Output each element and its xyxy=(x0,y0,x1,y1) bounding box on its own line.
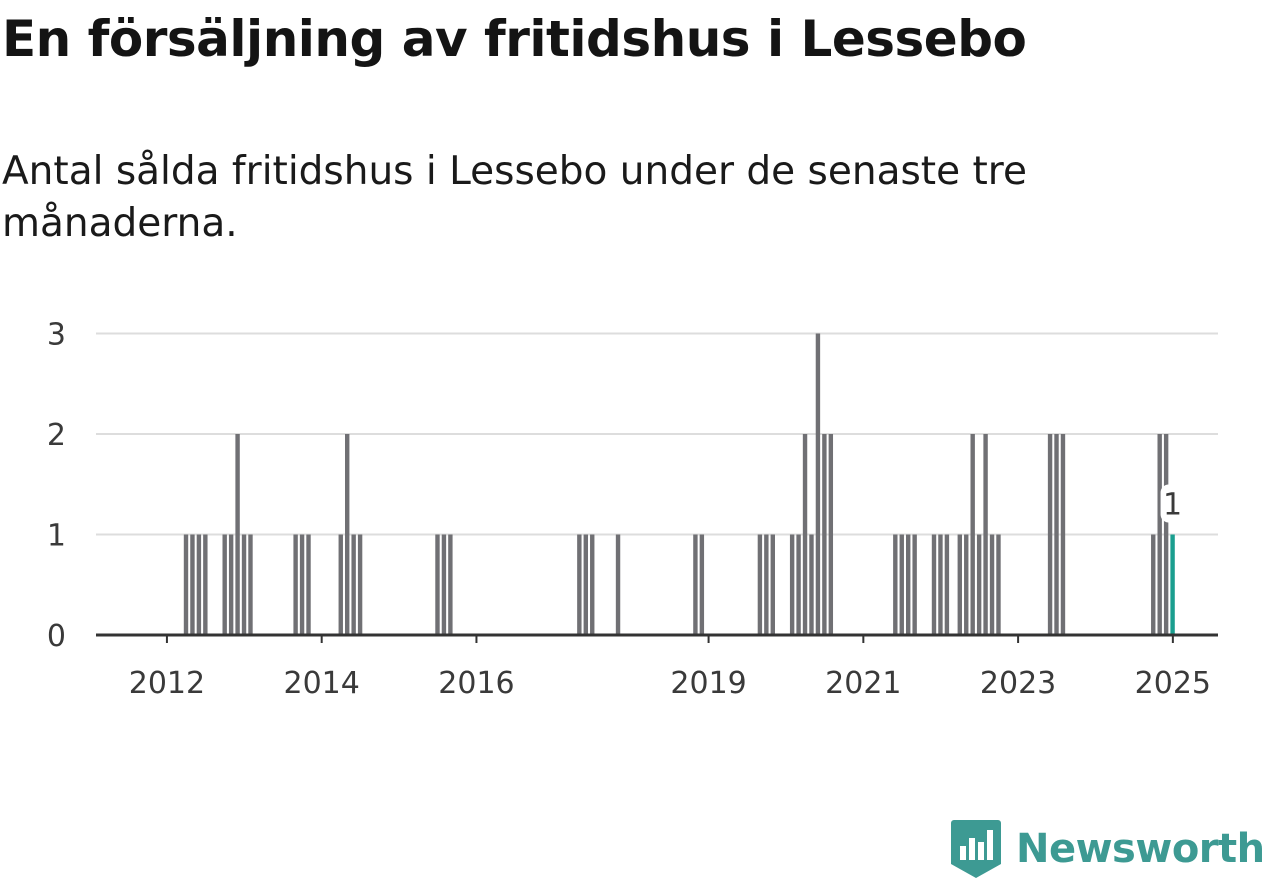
bar xyxy=(583,534,588,635)
bar xyxy=(828,434,834,635)
y-axis-ticks: 0 1 2 3 xyxy=(47,318,66,655)
bar xyxy=(931,534,937,635)
bar xyxy=(802,434,808,635)
bar xyxy=(222,534,227,635)
bar xyxy=(764,534,769,635)
bar xyxy=(822,434,827,635)
x-tick-label: 2012 xyxy=(129,666,205,701)
bar xyxy=(796,534,801,635)
bar xyxy=(1054,434,1059,635)
x-tick-label: 2025 xyxy=(1135,666,1211,701)
bar xyxy=(306,534,311,635)
y-tick-label: 0 xyxy=(47,619,66,654)
x-axis: 2012 2014 2016 2019 2021 2023 2025 xyxy=(96,633,1218,701)
y-tick-label: 3 xyxy=(47,318,66,353)
bar xyxy=(183,534,189,635)
bar xyxy=(976,534,982,635)
highlight-value-label: 1 xyxy=(1163,488,1182,523)
bar xyxy=(299,534,305,635)
gridlines xyxy=(96,332,1218,536)
bar xyxy=(345,434,350,635)
bar xyxy=(809,534,814,635)
bar xyxy=(577,534,582,635)
bar xyxy=(983,434,988,635)
bar xyxy=(615,534,621,635)
y-tick-label: 1 xyxy=(47,519,66,554)
bar xyxy=(235,434,240,635)
bar xyxy=(699,534,705,635)
bar-chart-badge-icon xyxy=(951,820,1001,878)
x-tick-label: 2016 xyxy=(438,666,514,701)
brand-name: Newsworthy xyxy=(1016,826,1262,872)
highlight-bar xyxy=(1170,534,1175,635)
bar xyxy=(241,534,247,635)
annotations: 1 xyxy=(1160,484,1185,523)
bar-chart: 0 1 2 3 2012 2014 2016 2019 2021 2023 2025 1 xyxy=(47,318,1218,701)
bar xyxy=(190,534,195,635)
chart-subtitle: Antal sålda fritidshus i Lessebo under d… xyxy=(2,149,1027,246)
bar xyxy=(996,534,1001,635)
bar xyxy=(938,534,943,635)
bar xyxy=(590,534,595,635)
x-tick-label: 2021 xyxy=(825,666,901,701)
y-tick-label: 2 xyxy=(47,418,66,453)
bar xyxy=(757,534,763,635)
brand-logo: Newsworthy xyxy=(950,818,1262,880)
bar xyxy=(693,534,698,635)
bar xyxy=(957,534,962,635)
bar xyxy=(435,534,440,635)
bar xyxy=(770,534,775,635)
bar xyxy=(944,534,950,635)
chart-title: En försäljning av fritidshus i Lessebo xyxy=(2,10,1027,68)
bar xyxy=(1157,434,1162,635)
x-tick-label: 2023 xyxy=(980,666,1056,701)
bar xyxy=(1047,434,1053,635)
bar xyxy=(196,534,202,635)
bars xyxy=(183,333,1175,635)
bar xyxy=(351,534,356,635)
bar xyxy=(899,534,904,635)
bar xyxy=(338,534,343,635)
bar xyxy=(293,534,298,635)
label-background xyxy=(1160,484,1185,523)
bar xyxy=(248,534,253,635)
bar xyxy=(970,434,975,635)
bar xyxy=(448,534,453,635)
bar xyxy=(964,534,969,635)
bar xyxy=(203,534,208,635)
bar xyxy=(1151,534,1156,635)
bar xyxy=(357,534,363,635)
bar xyxy=(815,333,821,635)
bar xyxy=(893,534,898,635)
bar xyxy=(912,534,917,635)
bar xyxy=(789,534,795,635)
bar xyxy=(1060,434,1066,635)
x-tick-label: 2019 xyxy=(670,666,746,701)
x-tick-label: 2014 xyxy=(284,666,360,701)
bar xyxy=(441,534,447,635)
bar xyxy=(228,534,234,635)
bar xyxy=(906,534,911,635)
bar xyxy=(989,534,995,635)
bar xyxy=(1163,434,1169,635)
